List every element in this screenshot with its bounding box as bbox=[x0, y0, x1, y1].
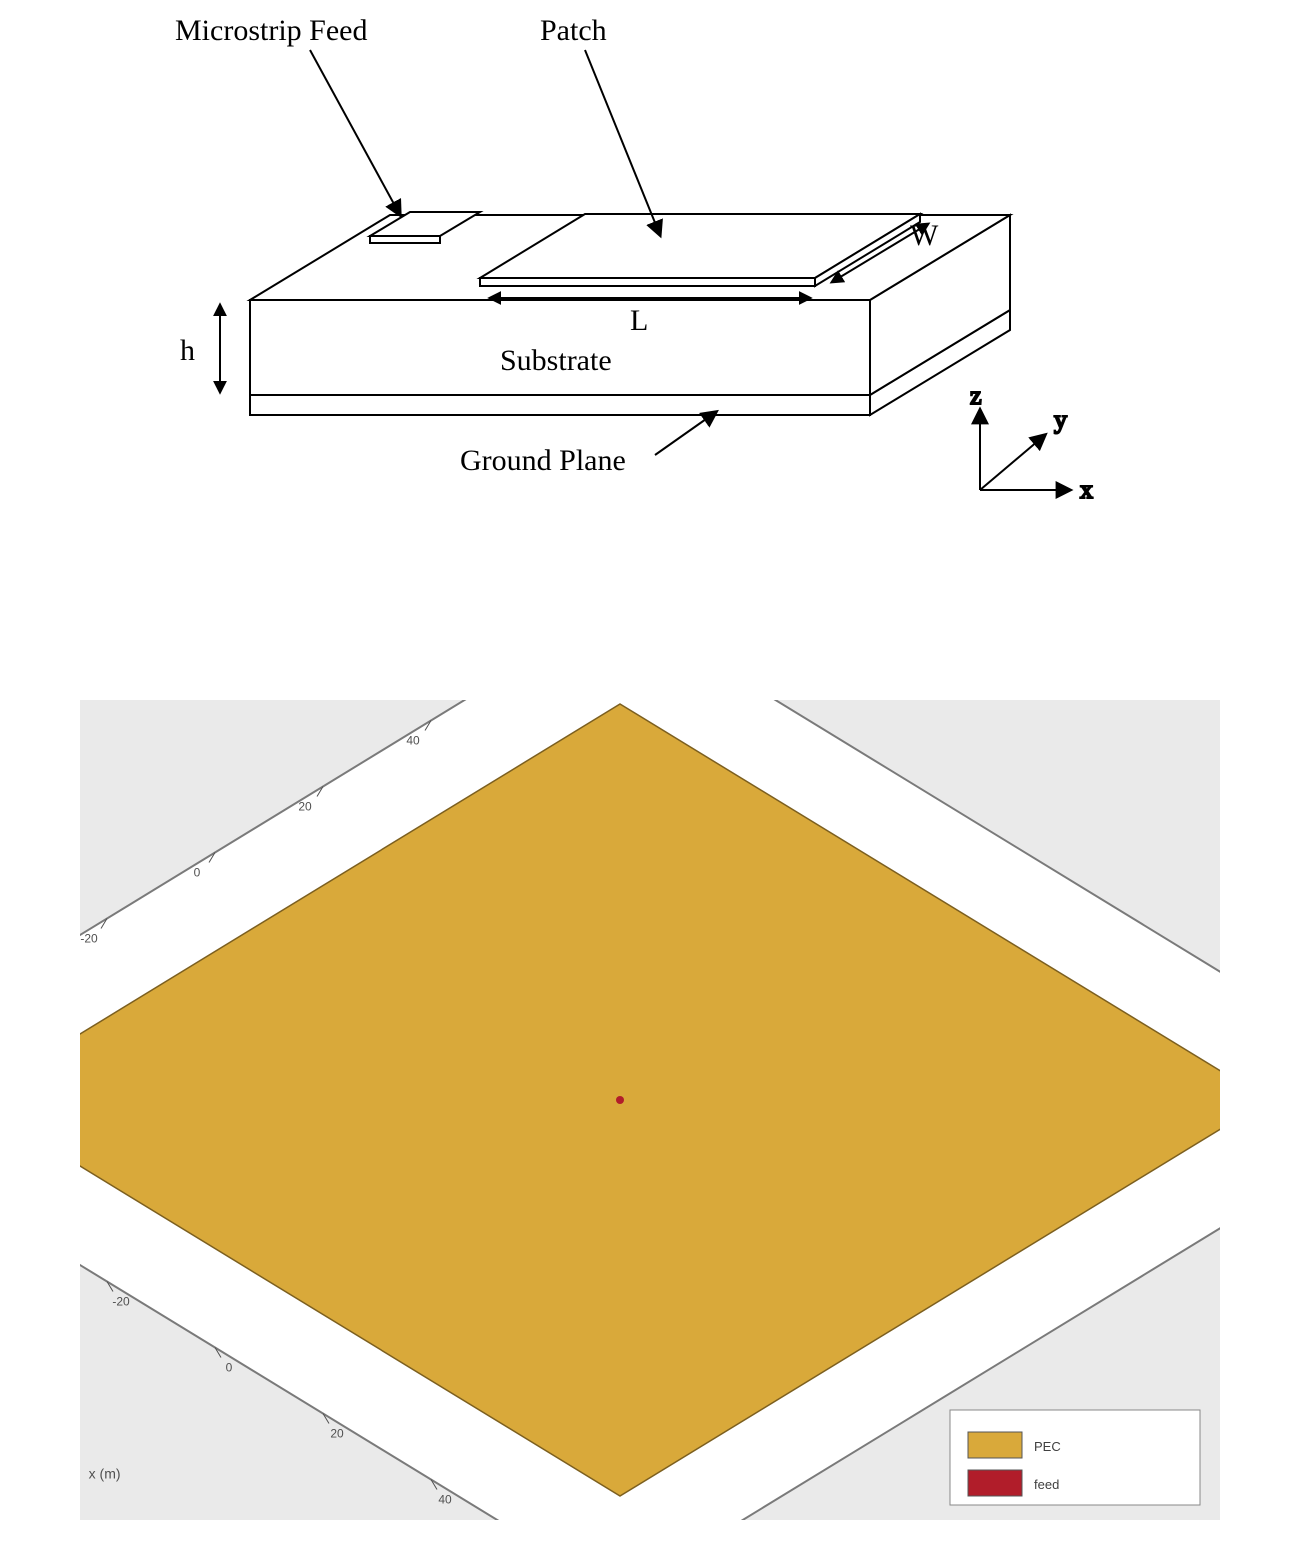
legend-label: feed bbox=[1034, 1477, 1059, 1492]
coord-axes: z y x bbox=[970, 381, 1093, 504]
substrate-label: Substrate bbox=[500, 344, 612, 377]
L-label: L bbox=[630, 304, 648, 337]
y-tick: -20 bbox=[80, 932, 98, 946]
h-dimension: h bbox=[180, 305, 220, 392]
schematic-figure: Microstrip Feed Patch Substrate Ground P… bbox=[110, 0, 1190, 560]
ground-plane-label: Ground Plane bbox=[460, 444, 626, 477]
y-tick: 0 bbox=[194, 866, 201, 880]
microstrip-feed-label: Microstrip Feed bbox=[175, 14, 367, 47]
z-axis-label: z bbox=[970, 381, 982, 410]
patch-pointer bbox=[585, 50, 660, 235]
y-tick: 20 bbox=[298, 800, 312, 814]
y-axis-label: y bbox=[1054, 405, 1067, 434]
x-tick: 20 bbox=[330, 1427, 344, 1441]
W-label: W bbox=[910, 219, 939, 252]
x-tick: -20 bbox=[112, 1295, 130, 1309]
legend-swatch bbox=[968, 1432, 1022, 1458]
feed-dot bbox=[616, 1096, 624, 1104]
legend: PEC feed bbox=[950, 1410, 1200, 1505]
x-tick: 40 bbox=[438, 1493, 452, 1507]
legend-label: PEC bbox=[1034, 1439, 1061, 1454]
feed-pointer bbox=[310, 50, 400, 215]
y-tick: 40 bbox=[406, 734, 420, 748]
x-axis-label: x bbox=[1080, 475, 1093, 504]
patch-label: Patch bbox=[540, 14, 607, 47]
page: Microstrip Feed Patch Substrate Ground P… bbox=[0, 0, 1300, 1553]
x-tick: 0 bbox=[226, 1361, 233, 1375]
h-label: h bbox=[180, 334, 195, 367]
render-figure: patchMicrostrip antenna element x (m) y … bbox=[80, 700, 1220, 1520]
ground-pointer bbox=[655, 412, 716, 455]
x-axis-label-bottom: x (m) bbox=[89, 1465, 121, 1481]
legend-swatch bbox=[968, 1470, 1022, 1496]
